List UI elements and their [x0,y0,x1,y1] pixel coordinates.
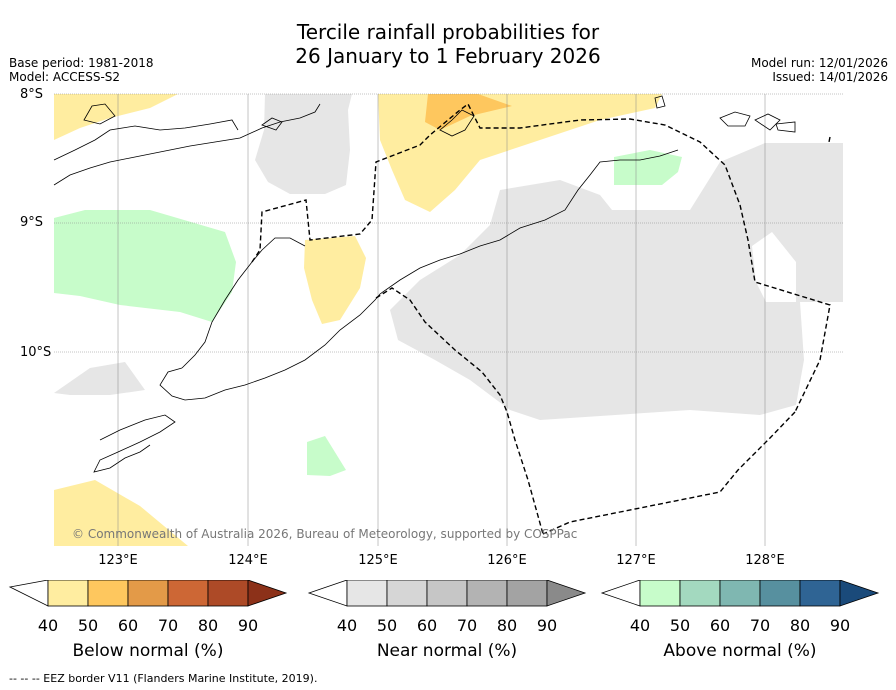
below-tick-70: 70 [157,616,179,635]
below-normal-title: Below normal (%) [72,641,224,661]
above-tick-90: 90 [829,616,851,635]
above-swatch-70 [759,580,801,607]
near-area-east [390,143,843,420]
model-run: Model run: 12/01/2026 [750,56,888,70]
meta-left: Base period: 1981-2018 Model: ACCESS-S2 [9,56,154,84]
eez-line-south [375,287,544,535]
below-area-center [304,236,366,324]
near-area-north [255,94,352,194]
below-swatch-50 [87,580,129,607]
near-swatch-40 [346,580,388,607]
lon-label-123e: 123°E [98,553,138,568]
near-normal-title: Near normal (%) [376,641,518,661]
below-swatch-80 [207,580,249,607]
above-arrow-low [600,580,641,607]
above-tick-50: 50 [669,616,691,635]
title-line-1: Tercile rainfall probabilities for [296,20,600,44]
colorbar-above [600,580,880,607]
near-swatch-50 [386,580,428,607]
below-tick-60: 60 [117,616,139,635]
above-tick-40: 40 [629,616,651,635]
below-tick-50: 50 [77,616,99,635]
near-area-hole [752,232,796,302]
lon-label-124e: 124°E [228,553,268,568]
above-area-south [307,436,346,476]
timor-west-coast [181,237,306,369]
flores-coast [53,103,321,186]
above-swatch-80 [799,580,841,607]
below-swatch-40 [47,580,89,607]
above-tick-80: 80 [789,616,811,635]
meta-right: Model run: 12/01/2026 Issued: 14/01/2026 [751,56,888,84]
near-tick-40: 40 [336,616,358,635]
above-tick-70: 70 [749,616,771,635]
near-arrow-low [307,580,348,607]
eez-footnote: -- -- -- EEZ border V11 (Flanders Marine… [9,672,318,685]
lon-label-127e: 127°E [616,553,656,568]
lat-label-9s: 9°S [20,215,44,230]
below-area-nw [54,94,178,140]
lon-label-125e: 125°E [358,553,398,568]
near-tick-90: 90 [536,616,558,635]
near-swatch-80 [506,580,548,607]
lon-label-128e: 128°E [745,553,785,568]
near-swatch-60 [426,580,468,607]
atauro-island [654,95,666,109]
model-name: Model: ACCESS-S2 [9,70,121,84]
near-tick-50: 50 [376,616,398,635]
above-swatch-60 [719,580,761,607]
base-period: Base period: 1981-2018 [9,56,154,70]
near-tick-60: 60 [416,616,438,635]
near-normal-areas [54,94,843,420]
lat-label-10s: 10°S [20,345,52,360]
below-tick-40: 40 [37,616,59,635]
near-area-west [54,362,145,395]
below-swatch-70 [167,580,209,607]
small-islands [83,103,283,131]
below-tick-90: 90 [237,616,259,635]
near-swatch-70 [466,580,508,607]
above-tick-60: 60 [709,616,731,635]
rote-island [93,414,176,473]
colorbars [8,580,880,607]
below-arrow-low [8,580,49,607]
colorbar-below [8,580,288,607]
title-line-2: 26 January to 1 February 2026 [295,44,601,68]
above-arrow-high [839,580,880,607]
colorbar-near [307,580,587,607]
above-area-west [54,210,236,322]
flores-coast-south [53,119,239,161]
above-swatch-40 [639,580,681,607]
lat-label-8s: 8°S [20,87,44,102]
wetar-island [719,111,796,133]
eez-line-se [542,411,796,535]
near-tick-80: 80 [496,616,518,635]
below-area-sw [54,480,188,546]
above-normal-title: Above normal (%) [663,641,817,661]
near-arrow-high [546,580,587,607]
near-tick-70: 70 [456,616,478,635]
eez-line-ne [828,136,831,143]
above-normal-areas [54,150,682,476]
eez-border [251,102,831,535]
issued-date: Issued: 14/01/2026 [772,70,888,84]
copyright-notice: © Commonwealth of Australia 2026, Bureau… [72,527,578,541]
timor-coast [159,149,679,401]
above-area-ne [614,150,682,185]
below-tick-80: 80 [197,616,219,635]
map-title: Tercile rainfall probabilities for 26 Ja… [0,20,896,68]
graticule [54,93,843,546]
coastlines [53,95,796,473]
eez-line-main [251,102,831,413]
below-swatch-60 [127,580,169,607]
above-swatch-50 [679,580,721,607]
below-arrow-high [247,580,288,607]
lon-label-126e: 126°E [487,553,527,568]
